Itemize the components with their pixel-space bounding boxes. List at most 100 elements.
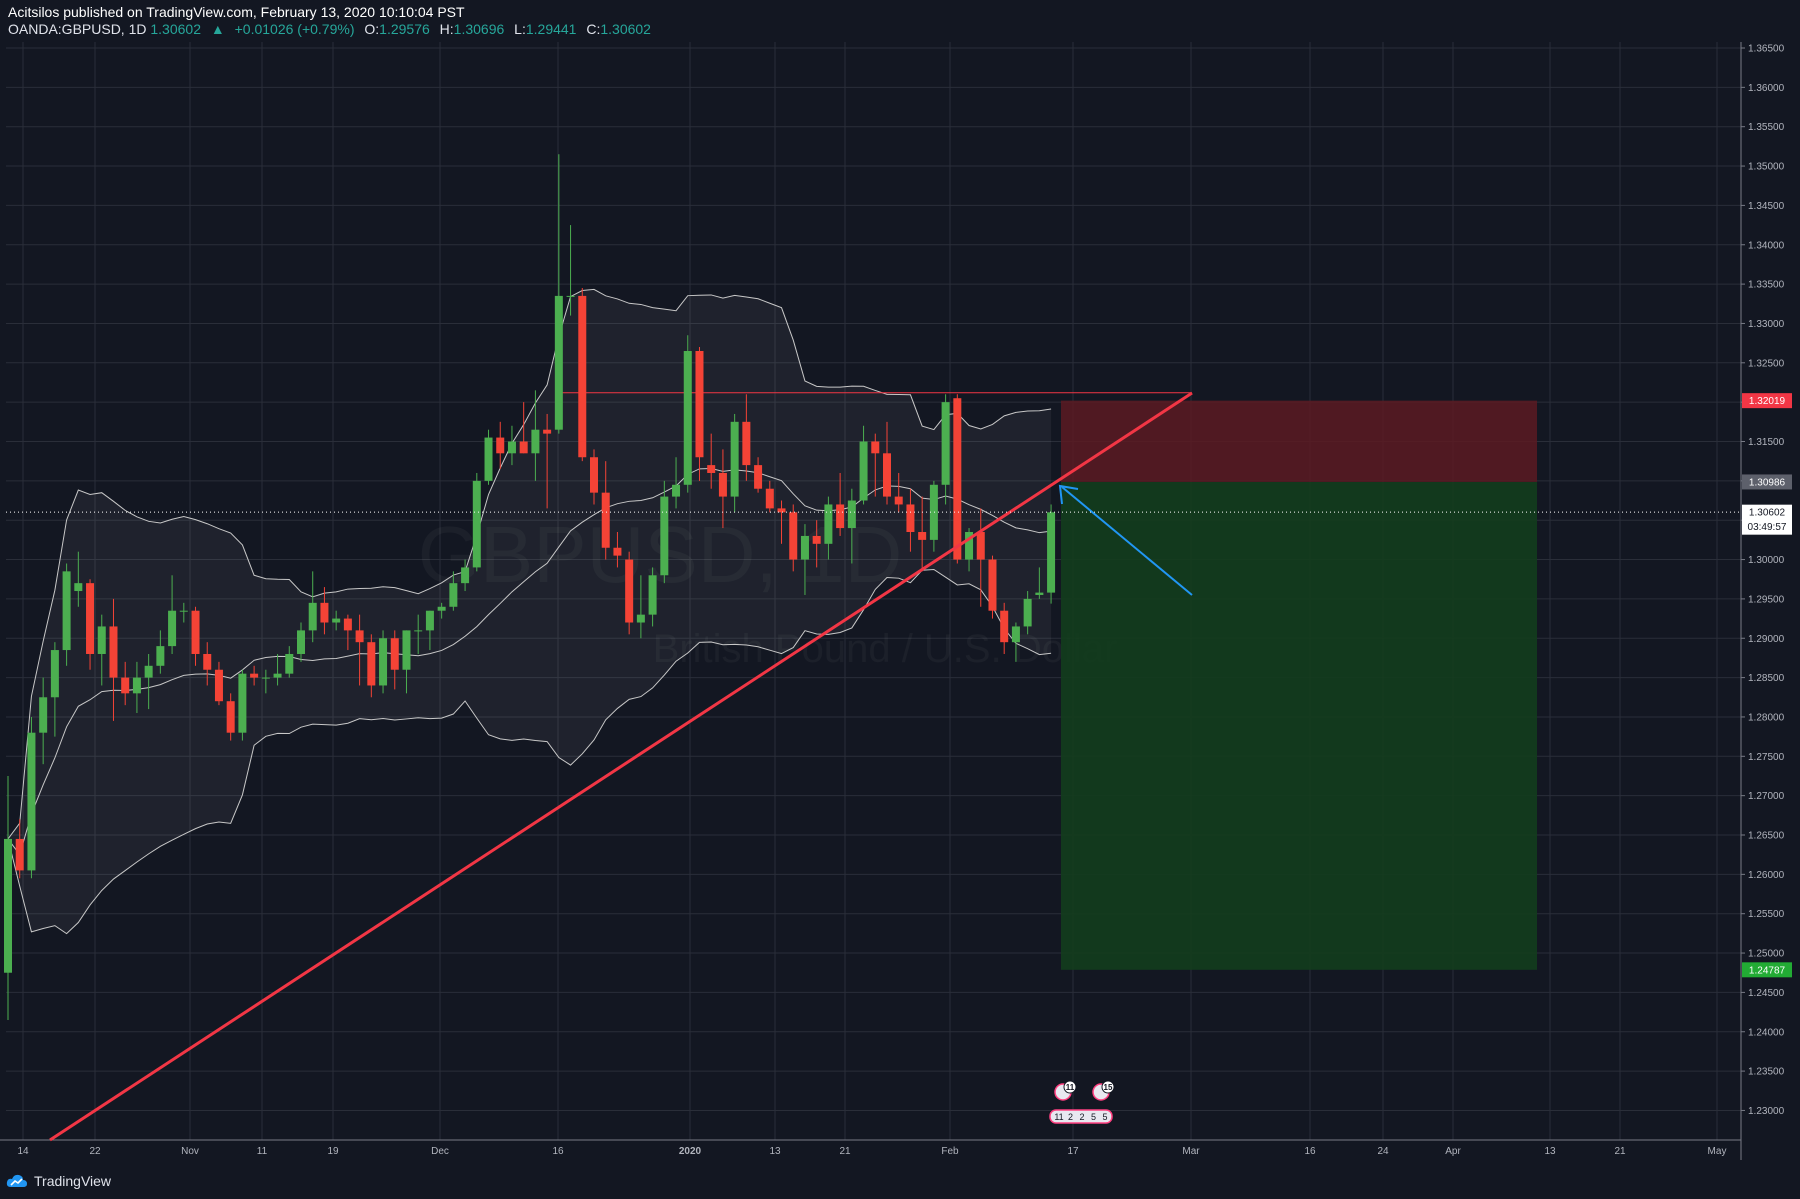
- candle-bearish[interactable]: [590, 457, 598, 493]
- candle-bearish[interactable]: [601, 492, 610, 548]
- candle-bearish[interactable]: [226, 701, 235, 733]
- candle-bearish[interactable]: [543, 429, 552, 434]
- candle-bearish[interactable]: [109, 626, 118, 678]
- tradingview-logo[interactable]: TradingView: [6, 1173, 111, 1189]
- candle-bullish[interactable]: [144, 665, 153, 678]
- candle-bearish[interactable]: [250, 673, 259, 678]
- candle-bullish[interactable]: [425, 610, 434, 631]
- candle-bearish[interactable]: [191, 610, 200, 654]
- candle-bearish[interactable]: [894, 496, 903, 505]
- candle-bullish[interactable]: [730, 421, 739, 497]
- candle-bullish[interactable]: [285, 653, 294, 674]
- candle-bearish[interactable]: [625, 559, 634, 623]
- candle-bearish[interactable]: [812, 535, 821, 544]
- candle-bullish[interactable]: [332, 618, 341, 623]
- candle-bullish[interactable]: [1035, 592, 1044, 595]
- candle-bullish[interactable]: [62, 571, 71, 651]
- candle-bullish[interactable]: [1023, 598, 1032, 627]
- candle-bullish[interactable]: [800, 535, 809, 560]
- candle-bearish[interactable]: [320, 602, 329, 623]
- candle-bearish[interactable]: [718, 472, 727, 497]
- candle-bearish[interactable]: [789, 512, 798, 560]
- candle-bullish[interactable]: [74, 583, 83, 592]
- candle-bearish[interactable]: [695, 350, 704, 458]
- candle-bullish[interactable]: [156, 646, 165, 666]
- candle-bullish[interactable]: [660, 496, 669, 576]
- stop-loss-zone[interactable]: [1061, 400, 1537, 482]
- candle-bearish[interactable]: [906, 504, 915, 533]
- candle-bullish[interactable]: [941, 402, 950, 485]
- candle-bullish[interactable]: [859, 441, 868, 501]
- candle-bullish[interactable]: [50, 650, 59, 698]
- trendline[interactable]: [49, 391, 1193, 1142]
- candle-bullish[interactable]: [437, 606, 446, 611]
- candle-bullish[interactable]: [97, 626, 106, 654]
- take-profit-zone[interactable]: [1061, 481, 1537, 970]
- candle-bearish[interactable]: [86, 583, 95, 654]
- candle-bullish[interactable]: [297, 630, 305, 654]
- candle-bullish[interactable]: [507, 441, 516, 454]
- candle-bearish[interactable]: [519, 441, 528, 454]
- candle-bullish[interactable]: [27, 732, 36, 871]
- candle-bearish[interactable]: [988, 559, 997, 611]
- event-group-pill[interactable]: [1049, 1109, 1113, 1124]
- candle-bullish[interactable]: [238, 673, 247, 733]
- candle-bearish[interactable]: [836, 504, 845, 529]
- candle-bullish[interactable]: [636, 614, 645, 623]
- candle-bearish[interactable]: [765, 488, 774, 509]
- candle-bearish[interactable]: [15, 838, 24, 871]
- candle-bearish[interactable]: [214, 669, 223, 702]
- candle-bearish[interactable]: [1000, 610, 1009, 643]
- symbol-name[interactable]: OANDA:GBPUSD, 1D: [8, 21, 147, 37]
- candle-bullish[interactable]: [566, 295, 575, 297]
- candle-bullish[interactable]: [648, 575, 657, 615]
- candle-bearish[interactable]: [578, 295, 587, 458]
- candle-bearish[interactable]: [918, 532, 927, 540]
- candle-bearish[interactable]: [343, 618, 352, 631]
- candle-bearish[interactable]: [883, 453, 891, 497]
- candle-bullish[interactable]: [4, 838, 12, 973]
- candle-bearish[interactable]: [953, 398, 962, 560]
- candle-bearish[interactable]: [742, 421, 751, 466]
- candle-bearish[interactable]: [777, 508, 786, 513]
- candle-bullish[interactable]: [273, 673, 282, 678]
- candle-bullish[interactable]: [929, 484, 938, 540]
- candle-bearish[interactable]: [390, 638, 399, 670]
- candle-bearish[interactable]: [121, 677, 130, 694]
- candle-bearish[interactable]: [203, 653, 212, 670]
- candle-bullish[interactable]: [484, 437, 493, 481]
- candle-bullish[interactable]: [449, 583, 458, 607]
- candle-bearish[interactable]: [613, 547, 622, 556]
- candle-bullish[interactable]: [1047, 512, 1056, 593]
- y-axis-tick-label: 1.36500: [1748, 44, 1785, 55]
- candle-bullish[interactable]: [261, 677, 270, 679]
- candle-bearish[interactable]: [754, 465, 763, 489]
- candle-bullish[interactable]: [39, 697, 48, 733]
- candle-bullish[interactable]: [168, 610, 177, 647]
- candle-bullish[interactable]: [847, 500, 856, 529]
- candle-bullish[interactable]: [461, 567, 470, 584]
- candle-bearish[interactable]: [367, 642, 376, 686]
- candle-bearish[interactable]: [496, 437, 505, 454]
- candle-bullish[interactable]: [379, 638, 388, 686]
- candle-bullish[interactable]: [402, 630, 411, 670]
- candle-bullish[interactable]: [672, 484, 681, 497]
- candle-bullish[interactable]: [531, 429, 540, 454]
- candle-bullish[interactable]: [554, 295, 563, 430]
- candle-bearish[interactable]: [355, 630, 364, 643]
- candle-bullish[interactable]: [179, 610, 188, 612]
- candle-bullish[interactable]: [824, 504, 833, 544]
- y-axis-tick-label: 1.31500: [1748, 437, 1785, 448]
- candle-bullish[interactable]: [683, 350, 692, 485]
- candle-bearish[interactable]: [976, 532, 985, 560]
- candle-bullish[interactable]: [472, 480, 481, 568]
- candle-bullish[interactable]: [308, 602, 317, 631]
- candle-bullish[interactable]: [1011, 626, 1020, 643]
- candle-bullish[interactable]: [965, 532, 974, 560]
- arrow-shaft[interactable]: [1061, 486, 1193, 596]
- candle-bullish[interactable]: [132, 677, 141, 694]
- candle-bullish[interactable]: [414, 630, 423, 632]
- candle-bearish[interactable]: [707, 465, 716, 473]
- candle-bearish[interactable]: [871, 441, 880, 454]
